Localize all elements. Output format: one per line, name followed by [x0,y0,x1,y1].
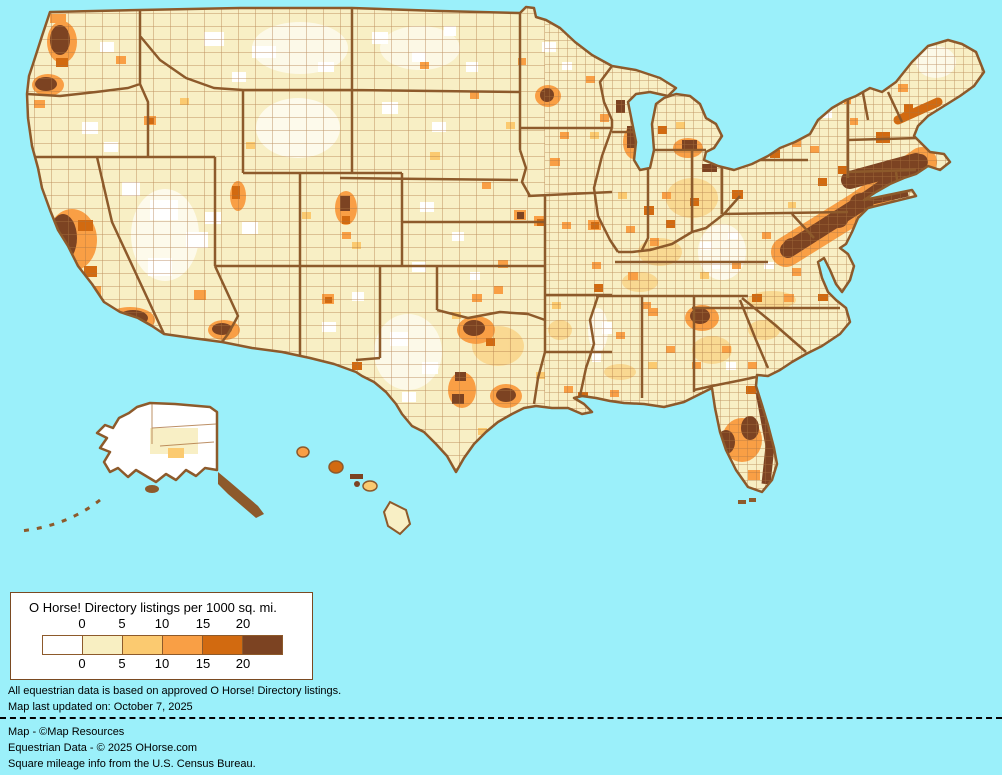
legend-tick-label: 15 [195,616,211,631]
legend-color-ramp [42,635,283,655]
legend-tick-label: 0 [78,656,86,671]
equestrian-data-credit: Equestrian Data - © 2025 OHorse.com [8,742,198,754]
county-grid [27,7,984,492]
florida-keys [738,498,756,504]
legend-swatch [202,635,243,655]
dashed-separator [0,717,1002,719]
aleutian-islands [19,498,101,533]
legend-swatch [122,635,163,655]
legend-title: O Horse! Directory listings per 1000 sq.… [29,600,277,615]
legend-swatch [242,635,283,655]
map-source-credit: Map - ©Map Resources [8,726,125,738]
legend-swatch [42,635,83,655]
alaska [19,401,264,533]
legend-tick-label: 0 [78,616,86,631]
legend-tick-label: 20 [235,616,251,631]
map-legend: O Horse! Directory listings per 1000 sq.… [10,592,313,680]
data-disclaimer-note: All equestrian data is based on approved… [8,685,342,697]
legend-swatch [162,635,203,655]
legend-tick-label: 10 [154,656,170,671]
legend-tick-label: 10 [154,616,170,631]
census-credit: Square mileage info from the U.S. Census… [8,758,256,770]
us-density-map [19,5,986,536]
legend-tick-label: 5 [118,656,126,671]
legend-tick-label: 5 [118,616,126,631]
legend-swatch [82,635,123,655]
contiguous-us-outline [25,5,986,494]
state-borders [27,8,919,405]
hawaii [296,446,412,536]
legend-tick-label: 15 [195,656,211,671]
map-last-updated-note: Map last updated on: October 7, 2025 [8,701,193,713]
legend-tick-label: 20 [235,656,251,671]
